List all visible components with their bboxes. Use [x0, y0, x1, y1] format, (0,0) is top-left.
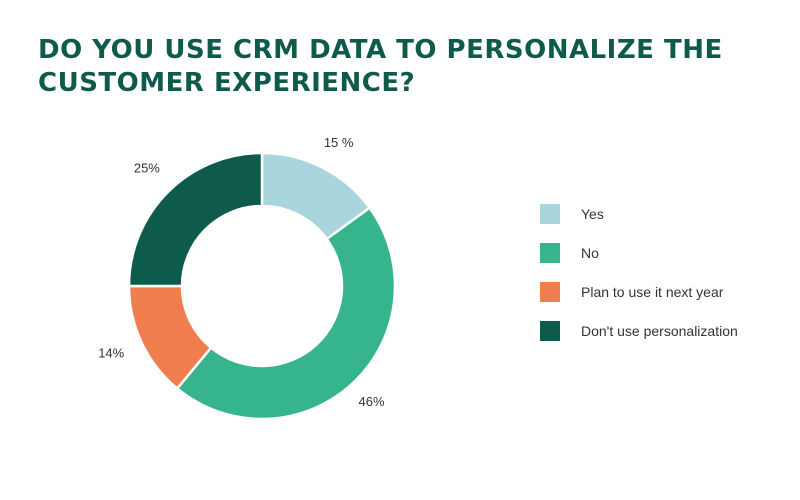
- slice-value-label-1: 46%: [359, 394, 385, 409]
- legend-swatch-3: [540, 321, 560, 341]
- chart-title-line-1: DO YOU USE CRM DATA TO PERSONALIZE THE: [38, 35, 723, 65]
- legend-label-2: Plan to use it next year: [581, 284, 724, 300]
- legend-swatch-1: [540, 243, 560, 263]
- slice-value-label-0: 15 %: [324, 135, 354, 150]
- legend-swatch-0: [540, 204, 560, 224]
- legend-label-3: Don't use personalization: [581, 323, 738, 339]
- legend-label-0: Yes: [581, 206, 604, 222]
- legend-item-0: Yes: [540, 203, 738, 225]
- donut-slice-1: [175, 206, 397, 421]
- legend-item-2: Plan to use it next year: [540, 281, 738, 303]
- donut-slice-3: [127, 151, 264, 288]
- legend-label-1: No: [581, 245, 599, 261]
- legend: Yes No Plan to use it next year Don't use p…: [540, 203, 738, 359]
- slice-value-label-2: 14%: [98, 346, 124, 361]
- legend-swatch-2: [540, 282, 560, 302]
- slice-value-label-3: 25%: [134, 160, 160, 175]
- legend-item-3: Don't use personalization: [540, 320, 738, 342]
- chart-title: DO YOU USE CRM DATA TO PERSONALIZE THE C…: [38, 34, 758, 100]
- chart-title-line-2: CUSTOMER EXPERIENCE?: [38, 68, 416, 98]
- legend-item-1: No: [540, 242, 738, 264]
